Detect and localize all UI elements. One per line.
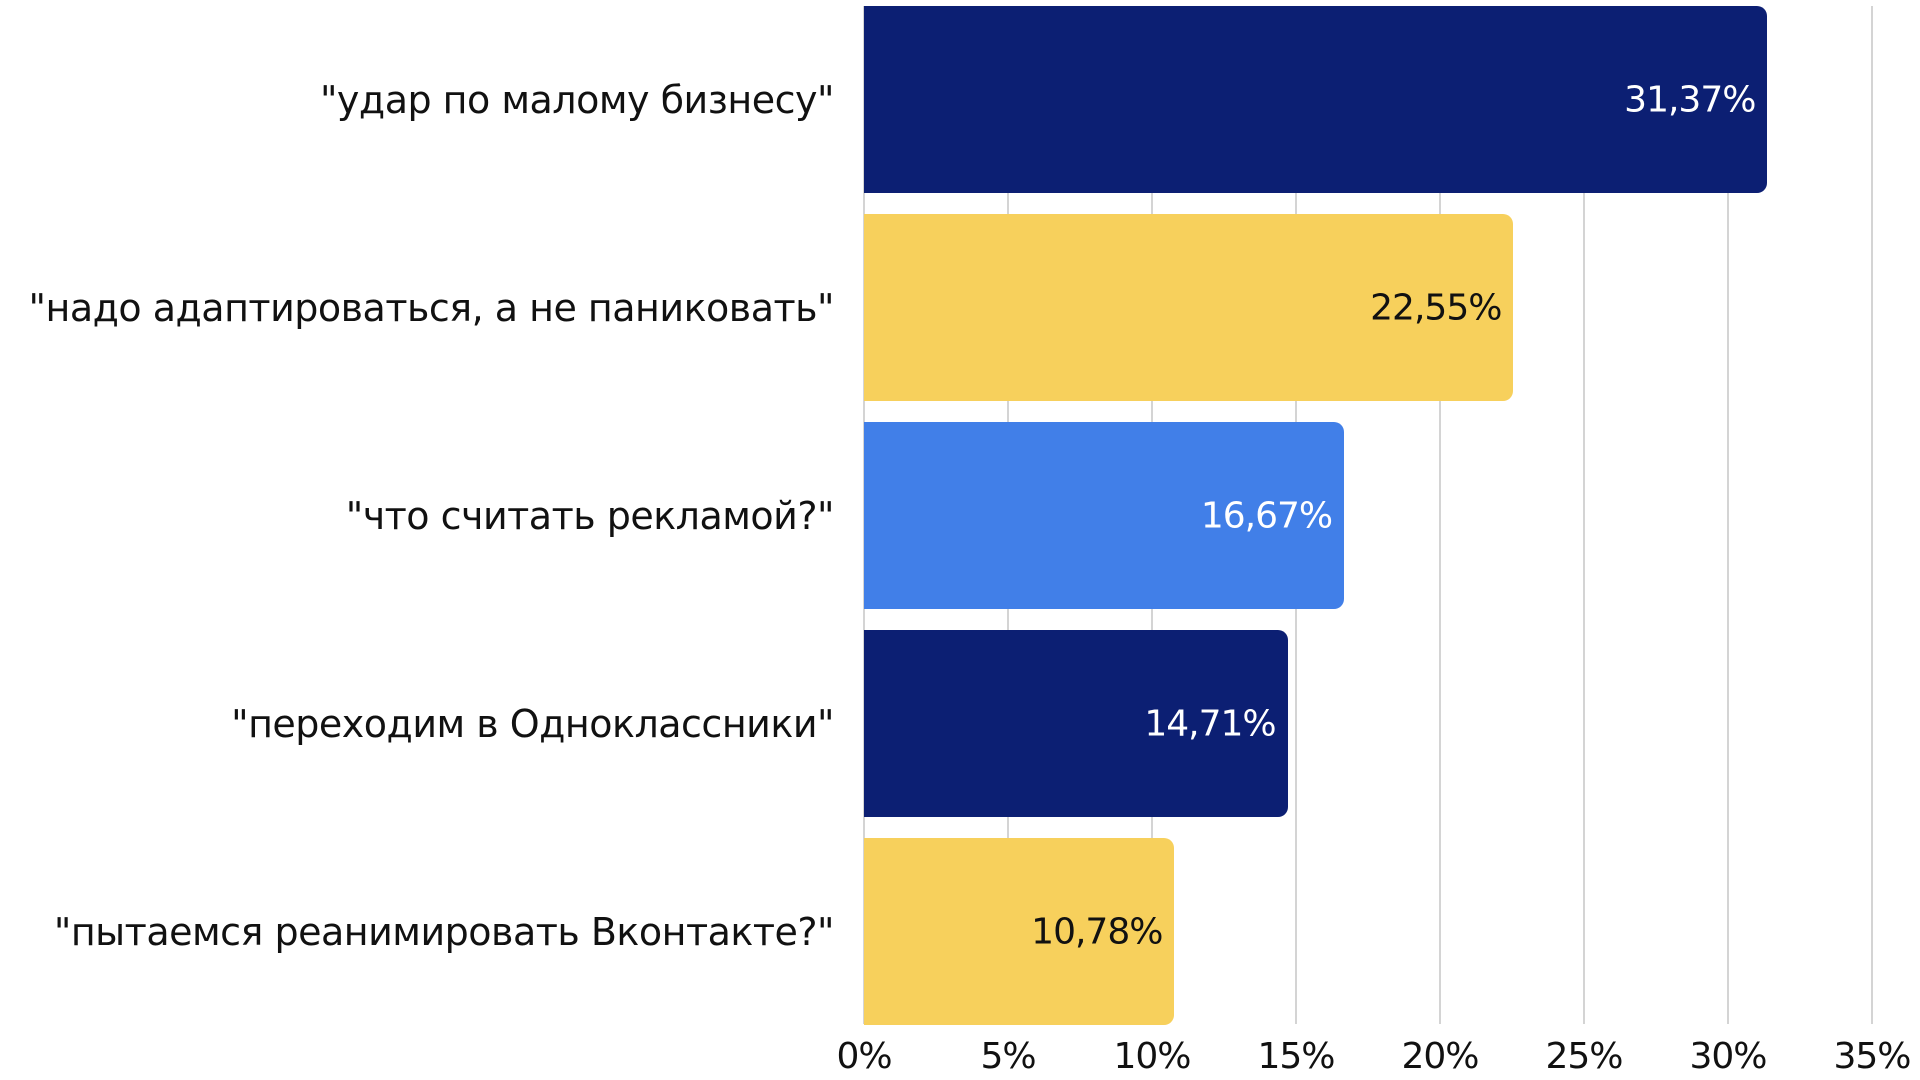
category-label: "пытаемся реанимировать Вконтакте?" (53, 909, 835, 954)
x-tick-label: 15% (1257, 1036, 1335, 1077)
x-tick-label: 25% (1545, 1036, 1623, 1077)
gridline (1871, 6, 1873, 1024)
category-label: "удар по малому бизнесу" (319, 77, 835, 122)
bar-value-label: 31,37% (1624, 79, 1756, 120)
bar: 14,71% (864, 630, 1288, 817)
x-tick-label: 0% (836, 1036, 892, 1077)
category-label: "что считать рекламой?" (345, 493, 835, 538)
x-tick-label: 35% (1833, 1036, 1911, 1077)
category-label: "переходим в Одноклассники" (231, 701, 834, 746)
x-tick-label: 30% (1689, 1036, 1767, 1077)
bar: 31,37% (864, 6, 1768, 193)
gridline (1583, 6, 1585, 1024)
bar: 10,78% (864, 838, 1175, 1025)
category-label: "надо адаптироваться, а не паниковать" (28, 285, 835, 330)
bar-value-label: 10,78% (1031, 911, 1163, 952)
bar: 16,67% (864, 422, 1345, 609)
bar-value-label: 16,67% (1200, 495, 1333, 536)
bar-value-label: 22,55% (1370, 287, 1502, 328)
bar-value-label: 14,71% (1144, 703, 1276, 744)
gridline (1727, 6, 1729, 1024)
x-tick-label: 5% (980, 1036, 1036, 1077)
bar: 22,55% (864, 214, 1514, 401)
x-tick-label: 10% (1113, 1036, 1191, 1077)
x-tick-label: 20% (1401, 1036, 1479, 1077)
gridline (1439, 6, 1441, 1024)
